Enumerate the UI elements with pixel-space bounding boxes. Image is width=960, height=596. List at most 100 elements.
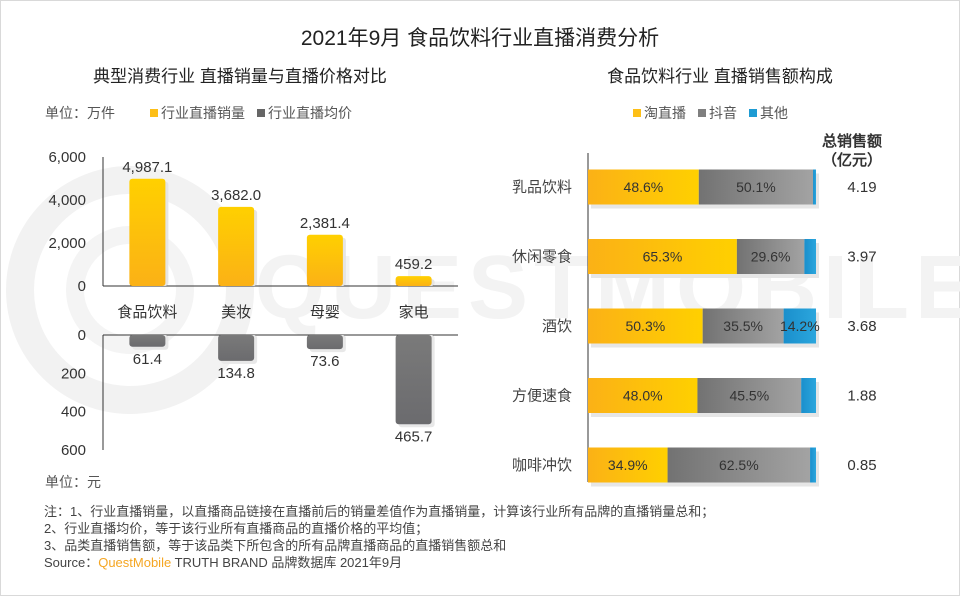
y-tick-label: 400 bbox=[61, 404, 86, 421]
bar-price bbox=[218, 335, 255, 361]
right-chart-title: 食品饮料行业 直播销售额构成 bbox=[607, 67, 833, 86]
segment-douyin bbox=[697, 378, 802, 413]
left-chart-title: 典型消费行业 直播销量与直播价格对比 bbox=[93, 67, 387, 86]
data-label: 459.2 bbox=[395, 256, 433, 273]
segment-other bbox=[801, 378, 816, 413]
totals-header-line2: （亿元） bbox=[821, 152, 882, 169]
total-value: 0.85 bbox=[847, 457, 876, 474]
y-tick-label: 4,000 bbox=[48, 192, 86, 209]
segment-taobao bbox=[588, 308, 703, 344]
total-value: 4.19 bbox=[847, 179, 876, 196]
segment-douyin bbox=[667, 447, 811, 483]
left-legend: 行业直播销量 行业直播均价 bbox=[150, 103, 360, 123]
legend-item-sales: 行业直播销量 bbox=[150, 103, 245, 123]
avg-price-chart: 0 200 400 600 61.4 134.8 73.6 465.7 bbox=[61, 327, 458, 459]
legend-swatch-gray bbox=[698, 109, 706, 117]
y-tick-label: 0 bbox=[78, 278, 86, 295]
category-label: 酒饮 bbox=[542, 318, 572, 335]
note-2: 2、行业直播均价，等于该行业所有直播商品的直播价格的平均值； bbox=[44, 521, 429, 536]
segment-taobao bbox=[588, 378, 698, 413]
data-label: 465.7 bbox=[395, 428, 433, 445]
segment-douyin bbox=[702, 308, 784, 344]
bar-sales bbox=[395, 276, 432, 286]
y-tick-label: 0 bbox=[78, 327, 86, 344]
x-tick-label: 母婴 bbox=[310, 304, 340, 321]
legend-label: 行业直播均价 bbox=[268, 105, 352, 121]
x-tick-label: 美妆 bbox=[221, 304, 251, 321]
segment-label: 45.5% bbox=[729, 388, 769, 404]
bar-sales bbox=[218, 206, 255, 286]
y-tick-label: 200 bbox=[61, 365, 86, 382]
left-unit-bottom: 单位：元 bbox=[45, 474, 101, 490]
segment-other bbox=[810, 447, 816, 483]
segment-taobao bbox=[588, 239, 737, 274]
total-value: 3.68 bbox=[847, 318, 876, 335]
totals-header-line1: 总销售额 bbox=[821, 133, 882, 150]
bar-sales bbox=[129, 178, 166, 286]
segment-other bbox=[783, 308, 816, 344]
legend-label: 淘直播 bbox=[644, 105, 686, 121]
segment-other bbox=[813, 169, 816, 205]
legend-swatch-gray bbox=[257, 109, 265, 117]
segment-label: 29.6% bbox=[751, 249, 791, 265]
y-tick-label: 2,000 bbox=[48, 235, 86, 252]
category-label: 休闲零食 bbox=[512, 249, 572, 266]
bar-price bbox=[306, 335, 343, 350]
footnotes: 注：1、行业直播销量，以直播商品链接在直播前后的销量差值作为直播销量，计算该行业… bbox=[44, 503, 714, 571]
segment-other bbox=[804, 239, 816, 274]
legend-label: 其他 bbox=[760, 105, 788, 121]
legend-label: 抖音 bbox=[709, 105, 737, 121]
legend-item-taobao: 淘直播 bbox=[633, 103, 686, 123]
legend-item-other: 其他 bbox=[749, 103, 788, 123]
sales-composition-chart: 48.6% 50.1% 乳品饮料 4.19 65.3% 29.6% 休闲零食 3.97 50.3… bbox=[512, 153, 877, 487]
segment-taobao bbox=[588, 447, 668, 483]
legend-item-douyin: 抖音 bbox=[698, 103, 737, 123]
segment-taobao bbox=[588, 169, 699, 205]
data-label: 134.8 bbox=[217, 365, 255, 382]
segment-label: 65.3% bbox=[643, 249, 683, 265]
data-label: 61.4 bbox=[133, 351, 162, 368]
legend-item-price: 行业直播均价 bbox=[257, 103, 352, 123]
data-label: 4,987.1 bbox=[122, 159, 172, 176]
total-value: 3.97 bbox=[847, 249, 876, 266]
source-prefix: Source： bbox=[44, 555, 99, 570]
sales-volume-chart: 6,000 4,000 2,000 0 4,987.1 食品饮料 3,682.0 美妆 2,38… bbox=[48, 149, 458, 321]
category-label: 乳品饮料 bbox=[512, 179, 572, 196]
legend-swatch-yellow bbox=[150, 109, 158, 117]
source-rest: TRUTH BRAND 品牌数据库 2021年9月 bbox=[171, 555, 403, 570]
segment-douyin bbox=[698, 169, 814, 205]
legend-label: 行业直播销量 bbox=[161, 105, 245, 121]
segment-douyin bbox=[736, 239, 805, 274]
totals-header: 总销售额 （亿元） bbox=[812, 132, 892, 170]
left-unit-top: 单位：万件 bbox=[45, 105, 115, 121]
bar-sales bbox=[306, 234, 343, 286]
source-brand: QuestMobile bbox=[98, 555, 172, 570]
segment-label: 50.3% bbox=[625, 318, 665, 334]
data-label: 2,381.4 bbox=[300, 215, 350, 232]
legend-swatch-yellow bbox=[633, 109, 641, 117]
x-tick-label: 食品饮料 bbox=[117, 304, 177, 321]
category-label: 方便速食 bbox=[512, 388, 572, 405]
right-legend: 淘直播 抖音 其他 bbox=[633, 103, 796, 123]
total-value: 1.88 bbox=[847, 388, 876, 405]
segment-label: 48.0% bbox=[623, 388, 663, 404]
y-tick-label: 6,000 bbox=[48, 149, 86, 166]
segment-label: 34.9% bbox=[608, 457, 648, 473]
note-3: 3、品类直播销售额，等于该品类下所包含的所有品牌直播商品的直播销售额总和 bbox=[44, 538, 507, 553]
note-1: 注：1、行业直播销量，以直播商品链接在直播前后的销量差值作为直播销量，计算该行业… bbox=[44, 504, 715, 519]
category-label: 咖啡冲饮 bbox=[512, 457, 572, 474]
segment-label: 50.1% bbox=[736, 179, 776, 195]
segment-label: 48.6% bbox=[624, 179, 664, 195]
bar-price bbox=[395, 335, 432, 425]
page-title: 2021年9月 食品饮料行业直播消费分析 bbox=[300, 27, 660, 50]
y-tick-label: 600 bbox=[61, 442, 86, 459]
segment-label: 62.5% bbox=[719, 457, 759, 473]
segment-label: 14.2% bbox=[780, 318, 820, 334]
data-label: 73.6 bbox=[310, 353, 339, 370]
bar-price bbox=[129, 335, 166, 347]
segment-label: 35.5% bbox=[723, 318, 763, 334]
x-tick-label: 家电 bbox=[399, 304, 429, 321]
source-line: Source：QuestMobile TRUTH BRAND 品牌数据库 202… bbox=[44, 554, 714, 571]
legend-swatch-blue bbox=[749, 109, 757, 117]
